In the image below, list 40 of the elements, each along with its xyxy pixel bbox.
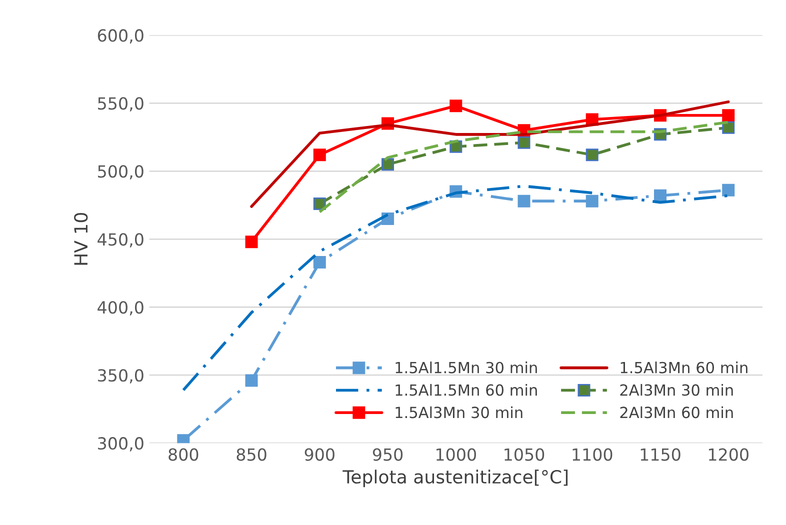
- point: [245, 236, 258, 248]
- y-axis-title: HV 10: [74, 213, 88, 265]
- point: [722, 121, 735, 134]
- point: [313, 148, 326, 162]
- point: [518, 194, 530, 208]
- point: [654, 189, 666, 202]
- point: [586, 148, 598, 162]
- legend-label: 2Al3Mn 60 min: [620, 406, 733, 418]
- y-tick-label: 450,0: [98, 233, 144, 248]
- line-series: [250, 100, 730, 208]
- y-tick-label: 400,0: [98, 301, 144, 316]
- x-tick-label: 950: [372, 448, 403, 461]
- legend-label: 2Al3Mn 30 min: [620, 384, 733, 396]
- y-tick-label: 300,0: [98, 437, 144, 452]
- legend-label: 1.5Al3Mn 60 min: [620, 362, 748, 374]
- x-tick-label: 1050: [504, 448, 544, 461]
- x-tick-label: 1100: [572, 448, 612, 461]
- point: [586, 194, 598, 208]
- x-tick-label: 800: [168, 448, 198, 461]
- x-tick-label: 1150: [640, 448, 680, 461]
- y-tick-label: 600,0: [98, 29, 144, 44]
- point: [313, 256, 326, 269]
- point: [382, 158, 394, 171]
- point: [722, 109, 735, 122]
- x-tick-label: 900: [304, 448, 334, 461]
- point: [450, 100, 462, 112]
- y-tick-label: 500,0: [98, 165, 144, 180]
- point: [245, 374, 258, 387]
- x-axis-title: Teplota austenitizace[°C]: [342, 470, 568, 488]
- point: [313, 198, 326, 210]
- x-tick-label: 1000: [436, 448, 476, 461]
- point: [722, 184, 735, 196]
- legend-label: 1.5Al1.5Mn 30 min: [396, 362, 537, 374]
- legend-label: 1.5Al1.5Mn 60 min: [396, 384, 537, 396]
- y-tick-label: 350,0: [98, 369, 144, 384]
- y-tick-label: 550,0: [98, 97, 144, 112]
- x-tick-label: 1200: [708, 448, 748, 461]
- point: [518, 136, 530, 149]
- x-tick-label: 850: [236, 448, 266, 461]
- legend-label: 1.5Al3Mn 30 min: [396, 406, 522, 418]
